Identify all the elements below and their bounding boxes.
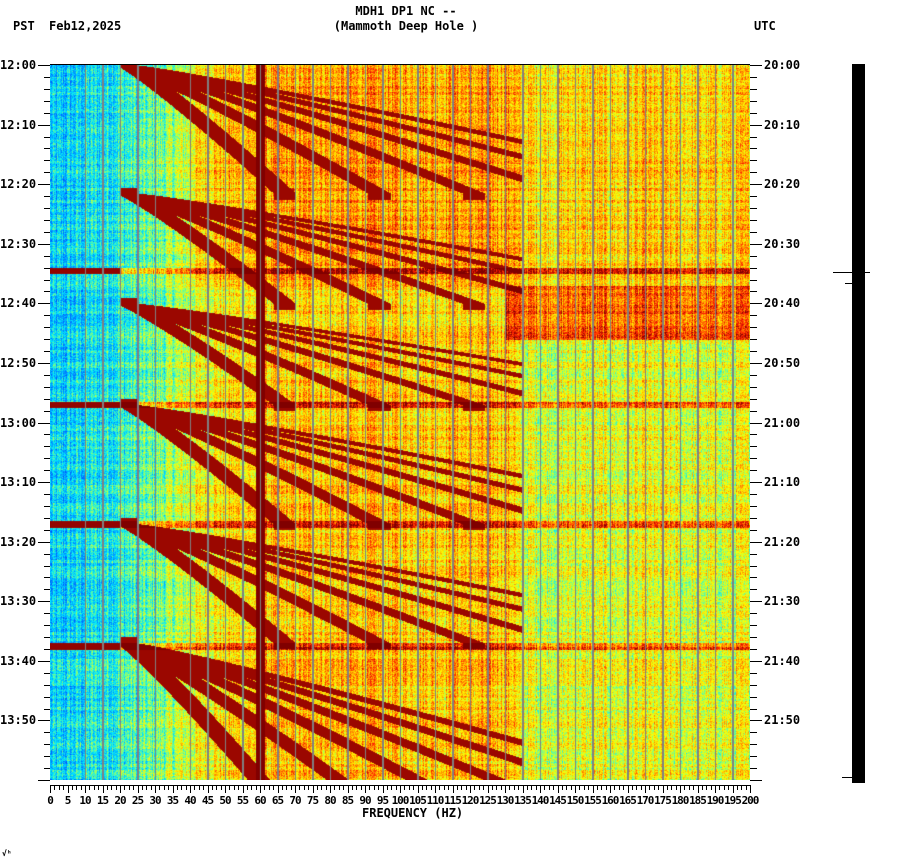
x-tick-label: 5 — [64, 794, 72, 807]
x-tick-label: 45 — [201, 794, 214, 807]
x-tick-label: 10 — [79, 794, 91, 807]
x-tick-label: 25 — [131, 794, 144, 807]
x-tick-label: 55 — [236, 794, 249, 807]
timezone-left-label: PST — [13, 19, 35, 33]
x-tick-label: 20 — [114, 794, 126, 807]
x-tick-label: 150 — [566, 794, 585, 807]
x-axis-title: FREQUENCY (HZ) — [362, 806, 464, 820]
x-tick-label: 180 — [671, 794, 690, 807]
x-tick-label: 155 — [584, 794, 602, 807]
y-tick-label-right: 21:00 — [764, 415, 801, 430]
y-tick-label-left: 13:50 — [0, 713, 37, 728]
x-tick-label: 35 — [166, 794, 179, 807]
x-tick-label: 125 — [479, 794, 497, 807]
x-tick-label: 40 — [184, 794, 196, 807]
y-tick-label-left: 12:20 — [0, 177, 37, 192]
y-tick-label-left: 12:10 — [0, 117, 37, 132]
x-tick-label: 105 — [409, 794, 427, 807]
y-tick-label-left: 13:40 — [0, 653, 37, 668]
y-tick-label-left: 13:10 — [0, 475, 37, 490]
y-tick-label-right: 21:40 — [764, 653, 801, 668]
spectrogram-plot — [50, 65, 750, 780]
y-tick-label-left: 13:20 — [0, 534, 37, 549]
y-tick-label-right: 20:00 — [764, 58, 801, 72]
x-tick-label: 195 — [724, 794, 742, 807]
x-tick-label: 130 — [496, 794, 515, 807]
x-tick-label: 15 — [96, 794, 109, 807]
y-tick-label-right: 21:20 — [764, 534, 801, 549]
x-tick-label: 110 — [426, 794, 445, 807]
y-tick-label-right: 21:10 — [764, 475, 801, 490]
x-tick-label: 165 — [619, 794, 637, 807]
x-tick-label: 170 — [636, 794, 655, 807]
y-tick-label-right: 21:30 — [764, 594, 801, 609]
y-tick-label-left: 13:00 — [0, 415, 37, 430]
y-tick-label-right: 20:50 — [764, 355, 801, 370]
timezone-right-label: UTC — [754, 19, 776, 33]
x-tick-label: 135 — [514, 794, 532, 807]
x-tick-label: 160 — [601, 794, 620, 807]
spectrogram-heatmap — [50, 65, 750, 780]
x-tick-label: 90 — [359, 794, 371, 807]
y-tick-label-right: 20:20 — [764, 177, 801, 192]
x-tick-label: 70 — [289, 794, 301, 807]
station-code-title: MDH1 DP1 NC -- — [355, 4, 457, 18]
x-tick-label: 85 — [341, 794, 354, 807]
x-tick-label: 115 — [444, 794, 462, 807]
y-tick-label-right: 20:30 — [764, 236, 801, 251]
x-tick-label: 0 — [47, 794, 54, 807]
x-tick-label: 175 — [654, 794, 672, 807]
x-tick-label: 95 — [376, 794, 389, 807]
x-tick-label: 60 — [254, 794, 266, 807]
corner-mark: √ʰ — [2, 849, 12, 858]
station-name-title: (Mammoth Deep Hole ) — [333, 19, 479, 33]
x-tick-label: 65 — [271, 794, 284, 807]
x-tick-label: 140 — [531, 794, 550, 807]
y-tick-label-right: 20:40 — [764, 296, 801, 311]
seismic-trace — [852, 64, 865, 783]
y-tick-label-right: 20:10 — [764, 117, 801, 132]
x-tick-label: 100 — [391, 794, 410, 807]
x-tick-label: 75 — [306, 794, 319, 807]
x-tick-label: 145 — [549, 794, 567, 807]
date-label: Feb12,2025 — [49, 19, 122, 33]
y-tick-label-left: 12:00 — [0, 58, 37, 72]
x-tick-label: 80 — [324, 794, 336, 807]
y-tick-label-left: 13:30 — [0, 594, 37, 609]
x-tick-label: 185 — [689, 794, 707, 807]
y-tick-label-left: 12:40 — [0, 296, 37, 311]
y-tick-label-right: 21:50 — [764, 713, 801, 728]
x-tick-label: 190 — [706, 794, 725, 807]
y-tick-label-left: 12:30 — [0, 236, 37, 251]
x-tick-label: 200 — [741, 794, 760, 807]
y-tick-label-left: 12:50 — [0, 355, 37, 370]
x-tick-label: 120 — [461, 794, 480, 807]
x-tick-label: 50 — [219, 794, 231, 807]
x-tick-label: 30 — [149, 794, 161, 807]
